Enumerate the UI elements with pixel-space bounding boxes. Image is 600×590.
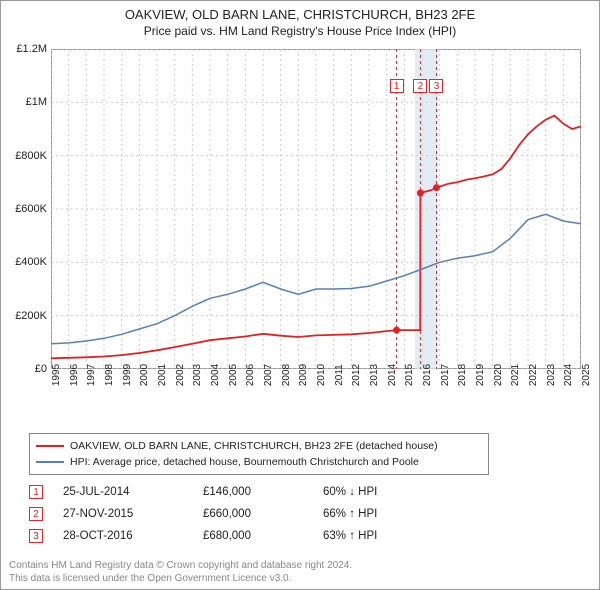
figure-container: OAKVIEW, OLD BARN LANE, CHRISTCHURCH, BH…: [0, 0, 600, 590]
event-pct: 66% ↑ HPI: [323, 508, 443, 520]
chart-svg: [51, 49, 581, 369]
legend-swatch-price: [36, 445, 64, 447]
legend-swatch-hpi: [36, 461, 64, 463]
legend-box: OAKVIEW, OLD BARN LANE, CHRISTCHURCH, BH…: [29, 433, 489, 475]
legend-row-hpi: HPI: Average price, detached house, Bour…: [36, 454, 482, 470]
x-tick-label: 2017: [440, 364, 451, 386]
x-tick-label: 2014: [387, 364, 398, 386]
title-line1: OAKVIEW, OLD BARN LANE, CHRISTCHURCH, BH…: [1, 7, 599, 22]
event-badge-icon: 2: [29, 507, 43, 521]
legend-row-price: OAKVIEW, OLD BARN LANE, CHRISTCHURCH, BH…: [36, 438, 482, 454]
x-tick-label: 2020: [493, 364, 504, 386]
event-table: 1 25-JUL-2014 £146,000 60% ↓ HPI 2 27-NO…: [29, 481, 443, 547]
titles: OAKVIEW, OLD BARN LANE, CHRISTCHURCH, BH…: [1, 1, 599, 38]
y-tick-label: £600K: [3, 203, 47, 215]
event-badge-icon: 1: [29, 485, 43, 499]
chart-badge-icon: 2: [413, 79, 427, 93]
x-tick-label: 2007: [263, 364, 274, 386]
x-tick-label: 2019: [475, 364, 486, 386]
y-tick-label: £0: [3, 363, 47, 375]
x-tick-label: 1996: [69, 364, 80, 386]
x-tick-label: 2002: [175, 364, 186, 386]
x-tick-label: 2012: [351, 364, 362, 386]
x-tick-label: 2016: [422, 364, 433, 386]
x-tick-label: 2003: [192, 364, 203, 386]
y-tick-label: £400K: [3, 256, 47, 268]
footer-line2: This data is licensed under the Open Gov…: [9, 573, 352, 586]
x-tick-label: 2010: [316, 364, 327, 386]
x-tick-label: 1995: [51, 364, 62, 386]
x-tick-label: 2021: [510, 364, 521, 386]
x-tick-label: 1999: [122, 364, 133, 386]
x-tick-label: 2001: [157, 364, 168, 386]
x-tick-label: 2008: [281, 364, 292, 386]
event-row: 1 25-JUL-2014 £146,000 60% ↓ HPI: [29, 481, 443, 503]
legend-label-price: OAKVIEW, OLD BARN LANE, CHRISTCHURCH, BH…: [70, 440, 438, 452]
x-tick-label: 2022: [528, 364, 539, 386]
event-badge-icon: 3: [29, 529, 43, 543]
x-tick-label: 2018: [457, 364, 468, 386]
y-tick-label: £1.2M: [3, 43, 47, 55]
x-tick-label: 2025: [581, 364, 592, 386]
x-tick-label: 1998: [104, 364, 115, 386]
event-row: 2 27-NOV-2015 £660,000 66% ↑ HPI: [29, 503, 443, 525]
event-date: 25-JUL-2014: [63, 486, 203, 498]
legend-label-hpi: HPI: Average price, detached house, Bour…: [70, 456, 419, 468]
x-tick-label: 2005: [228, 364, 239, 386]
x-tick-label: 2024: [563, 364, 574, 386]
x-tick-label: 2006: [245, 364, 256, 386]
y-tick-label: £1M: [3, 96, 47, 108]
event-pct: 63% ↑ HPI: [323, 530, 443, 542]
chart-badge-icon: 3: [429, 79, 443, 93]
y-tick-label: £800K: [3, 150, 47, 162]
event-price: £660,000: [203, 508, 323, 520]
event-date: 27-NOV-2015: [63, 508, 203, 520]
x-tick-label: 2023: [546, 364, 557, 386]
footer-line1: Contains HM Land Registry data © Crown c…: [9, 560, 352, 573]
x-tick-label: 1997: [86, 364, 97, 386]
footer-attribution: Contains HM Land Registry data © Crown c…: [9, 560, 352, 585]
x-tick-label: 2015: [404, 364, 415, 386]
title-line2: Price paid vs. HM Land Registry's House …: [1, 24, 599, 38]
event-price: £146,000: [203, 486, 323, 498]
x-tick-label: 2013: [369, 364, 380, 386]
chart-badge-icon: 1: [390, 79, 404, 93]
x-tick-label: 2011: [334, 364, 345, 386]
x-tick-label: 2009: [298, 364, 309, 386]
event-date: 28-OCT-2016: [63, 530, 203, 542]
x-tick-label: 2000: [139, 364, 150, 386]
y-tick-label: £200K: [3, 310, 47, 322]
x-tick-label: 2004: [210, 364, 221, 386]
event-price: £680,000: [203, 530, 323, 542]
chart-area: £0£200K£400K£600K£800K£1M£1.2M 199519961…: [51, 49, 581, 399]
event-pct: 60% ↓ HPI: [323, 486, 443, 498]
event-row: 3 28-OCT-2016 £680,000 63% ↑ HPI: [29, 525, 443, 547]
